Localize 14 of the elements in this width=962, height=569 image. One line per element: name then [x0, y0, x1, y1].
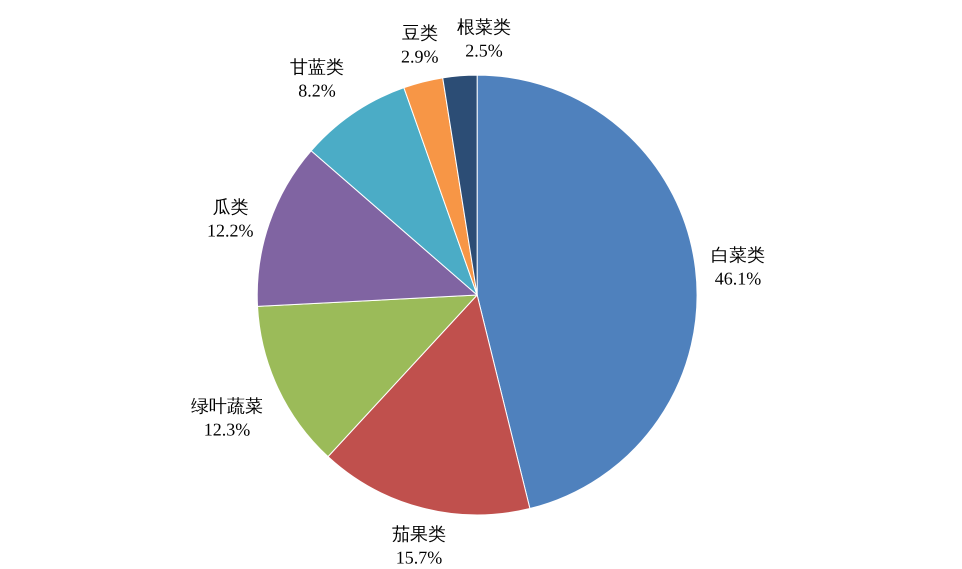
- slice-label: 根菜类: [457, 17, 511, 37]
- data-label: 12.3%: [204, 419, 250, 440]
- data-label: 2.5%: [465, 40, 503, 60]
- slice-label: 豆类: [402, 23, 438, 43]
- data-label: 2.9%: [401, 46, 438, 66]
- data-label: 46.1%: [714, 268, 762, 288]
- slice-label: 白菜类: [711, 245, 765, 265]
- data-label: 8.2%: [298, 80, 336, 100]
- slice-label: 茄果类: [392, 524, 446, 544]
- data-label: 15.7%: [396, 547, 442, 568]
- slice-label: 瓜类: [212, 197, 248, 217]
- slice-label: 甘蓝类: [290, 57, 344, 77]
- data-label: 12.2%: [207, 220, 254, 240]
- slice-label: 绿叶蔬菜: [191, 396, 263, 416]
